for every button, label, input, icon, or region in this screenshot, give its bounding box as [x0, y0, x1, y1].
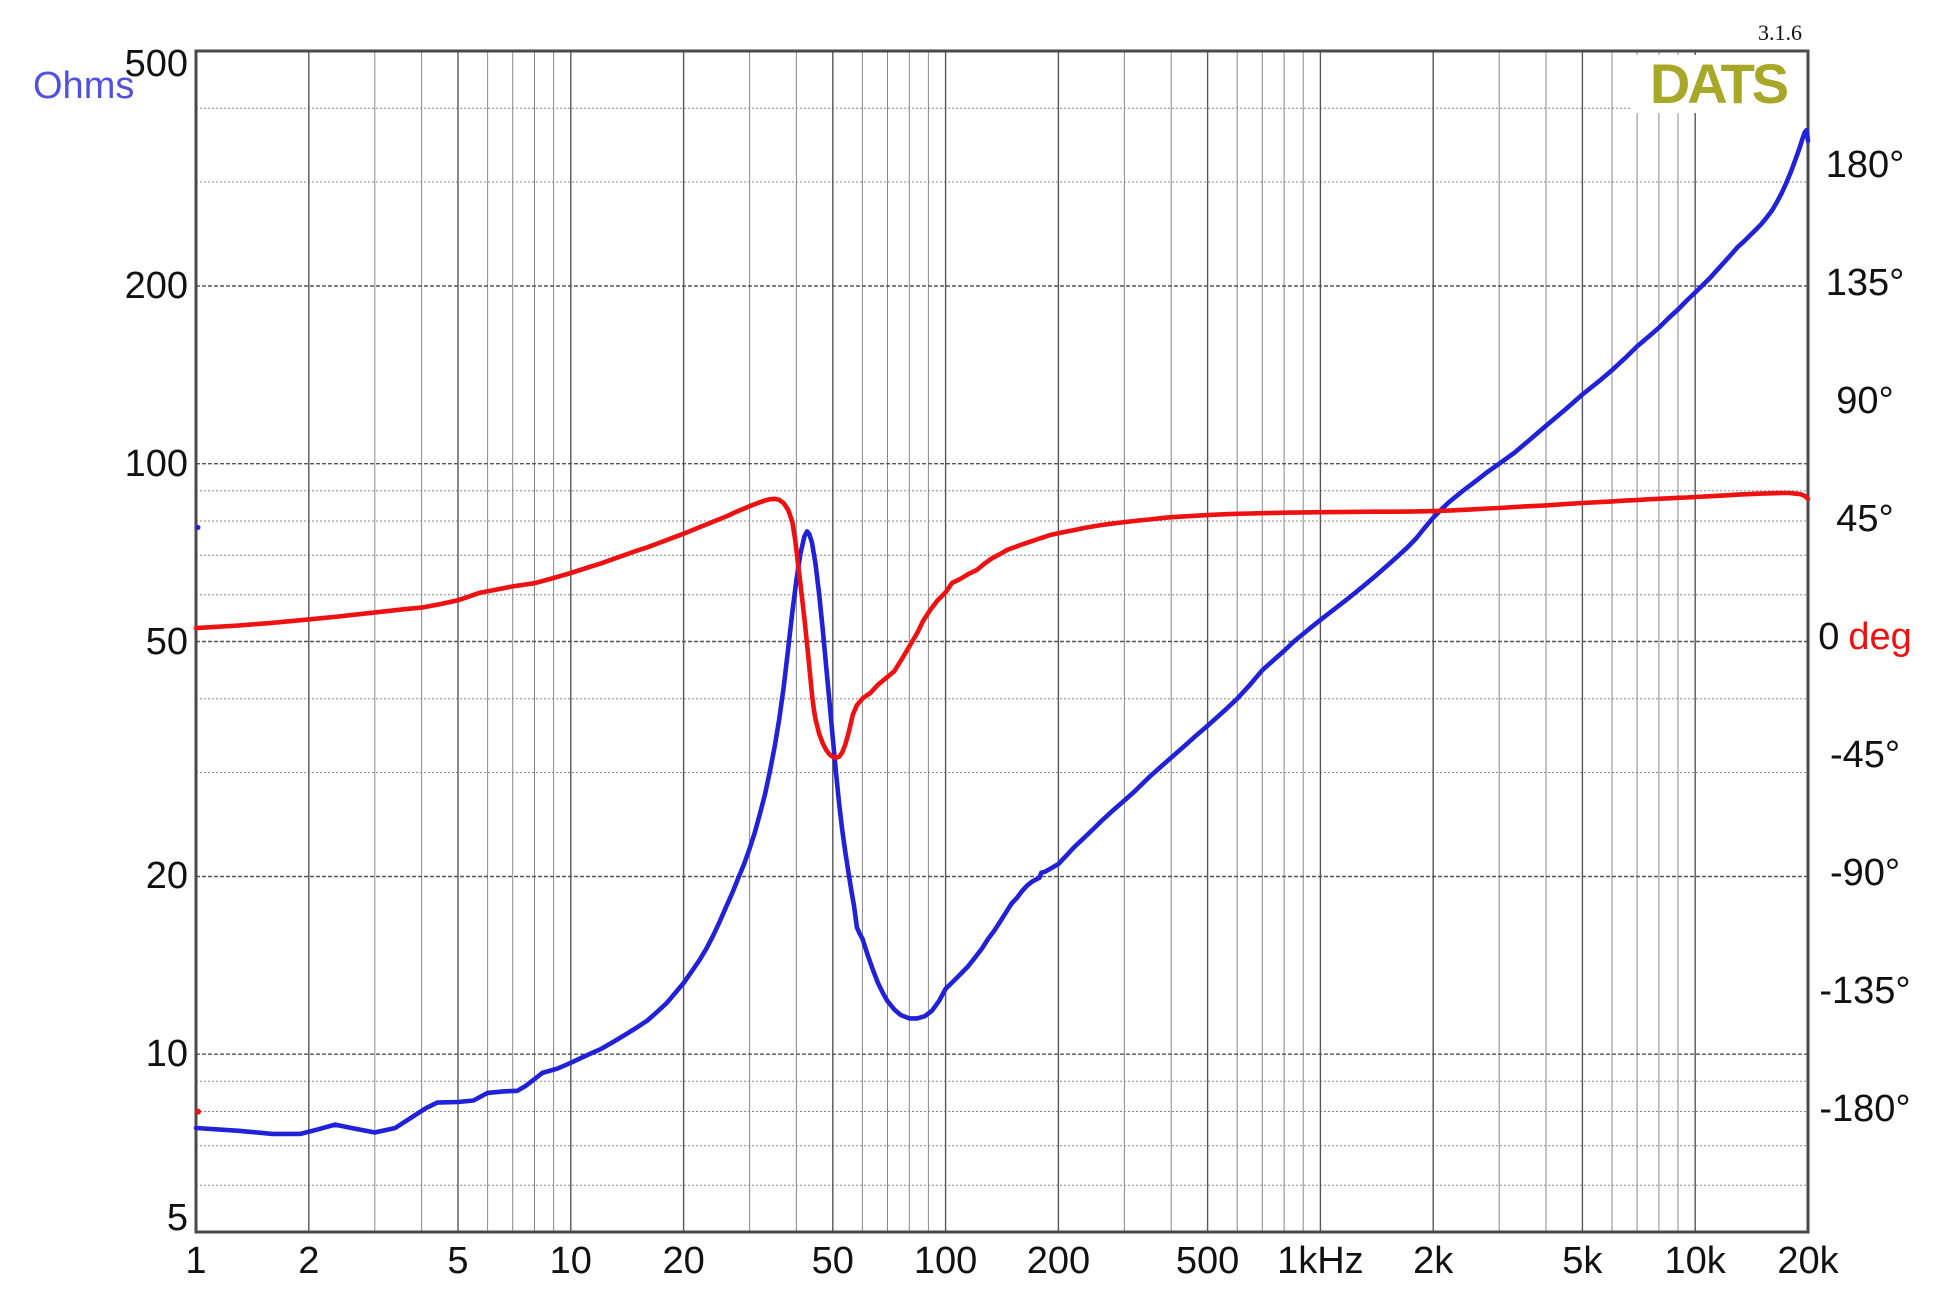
ohm-axis-tick-10: 10 [145, 1033, 188, 1076]
phase-unit-label: deg [1848, 616, 1912, 658]
freq-axis-tick-200: 200 [1026, 1240, 1091, 1282]
phase-axis-tick-135: 135° [1825, 262, 1905, 304]
ohm-axis-tick-20: 20 [145, 855, 188, 898]
phase-axis-tick--180: -180° [1819, 1088, 1911, 1130]
phase-zero-value: 0 [1818, 616, 1840, 658]
ohm-axis-tick-50: 50 [145, 620, 188, 663]
phase-axis-tick-90: 90° [1836, 380, 1894, 422]
phase-axis-tick-45: 45° [1836, 498, 1894, 540]
freq-axis-tick-50: 50 [811, 1240, 854, 1282]
impedance-curve [193, 128, 1811, 1137]
stray-sample-dot [195, 525, 201, 530]
ohm-axis-tick-500: 500 [124, 43, 188, 85]
freq-axis-tick-5000: 5k [1562, 1240, 1603, 1282]
freq-axis-tick-500: 500 [1175, 1240, 1240, 1282]
freq-axis-tick-10000: 10k [1664, 1240, 1726, 1282]
phase-axis-tick-180: 180° [1825, 144, 1905, 186]
phase-axis-tick-0: 0 deg [1790, 616, 1940, 658]
freq-axis-tick-20: 20 [662, 1240, 705, 1282]
stray-sample-dot [195, 1108, 201, 1115]
ohm-axis-tick-100: 100 [124, 442, 188, 485]
freq-axis-tick-1: 1 [185, 1240, 207, 1282]
freq-axis-tick-100: 100 [913, 1240, 978, 1282]
plot-border [194, 49, 1810, 1234]
left-axis-title: Ohms [33, 65, 135, 107]
app-version-label: 3.1.6 [1758, 20, 1802, 45]
freq-axis-tick-10: 10 [549, 1240, 592, 1282]
freq-axis-tick-20000: 20k [1777, 1240, 1839, 1282]
phase-curve [193, 490, 1811, 760]
phase-axis-tick--45: -45° [1829, 734, 1901, 776]
freq-axis-tick-2000: 2k [1413, 1240, 1454, 1282]
dats-logo: DATS [1631, 55, 1805, 113]
freq-axis-tick-5: 5 [447, 1240, 469, 1282]
freq-axis-tick-2: 2 [298, 1240, 320, 1282]
phase-axis-tick--135: -135° [1819, 970, 1911, 1012]
ohm-axis-tick-5: 5 [166, 1197, 188, 1239]
phase-axis-tick--90: -90° [1829, 852, 1901, 894]
ohm-axis-tick-200: 200 [124, 264, 188, 307]
freq-axis-tick-1000: 1kHz [1277, 1240, 1364, 1282]
